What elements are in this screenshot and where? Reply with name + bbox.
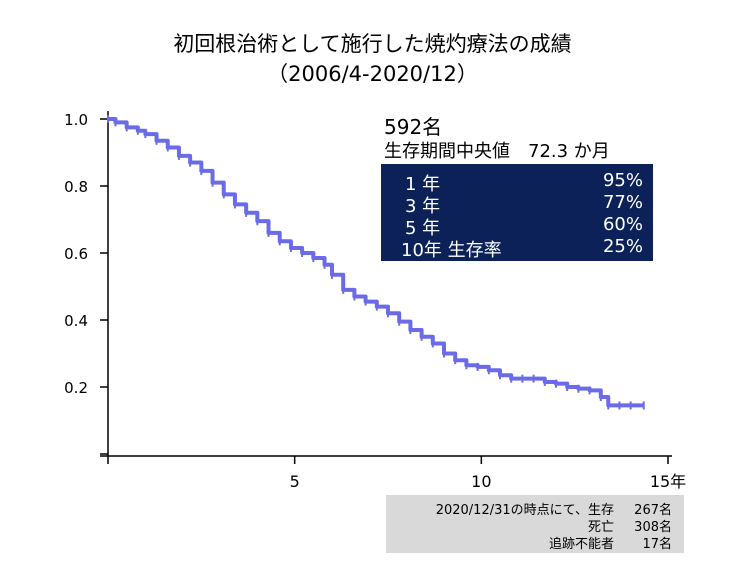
note-value: 267名 bbox=[634, 503, 672, 518]
rate-value: 60% bbox=[602, 214, 643, 235]
chart-title: 初回根治術として施行した焼灼療法の成績 bbox=[173, 32, 572, 56]
rate-row-3y: 3 年 77% bbox=[381, 192, 653, 217]
x-tick-label: 10 bbox=[471, 472, 491, 491]
survival-rate-box: 1 年 95% 3 年 77% 5 年 60% 10年 生存率 25% bbox=[381, 164, 653, 261]
y-tick-label: 0.6 bbox=[64, 245, 88, 263]
rate-row-1y: 1 年 95% bbox=[381, 170, 653, 195]
note-lost: 追跡不能者 17名 bbox=[549, 533, 672, 552]
patient-count: 592名 bbox=[384, 115, 443, 139]
note-label: 死亡 bbox=[587, 520, 614, 535]
follow-up-note: 2020/12/31の時点にて、生存 267名 死亡 308名 追跡不能者 17名 bbox=[386, 495, 684, 553]
rate-label: 10年 生存率 bbox=[401, 240, 502, 261]
x-tick-label: 15年 bbox=[650, 472, 686, 491]
note-dead: 死亡 308名 bbox=[588, 516, 672, 535]
y-tick-label: 1.0 bbox=[64, 111, 88, 129]
note-label: 追跡不能者 bbox=[548, 537, 614, 552]
x-tick-label: 5 bbox=[290, 472, 300, 491]
rate-label: 1 年 bbox=[405, 174, 441, 195]
median-survival: 生存期間中央値 72.3 か月 bbox=[384, 137, 610, 163]
note-alive: 2020/12/31の時点にて、生存 267名 bbox=[436, 499, 672, 518]
median-label: 生存期間中央値 bbox=[384, 141, 510, 162]
median-value: 72.3 か月 bbox=[528, 141, 610, 162]
y-tick-label: 0.8 bbox=[64, 178, 88, 196]
rate-value: 25% bbox=[602, 236, 643, 257]
rate-label: 3 年 bbox=[405, 196, 441, 217]
note-value: 17名 bbox=[642, 537, 672, 552]
note-value: 308名 bbox=[634, 520, 672, 535]
rate-label: 5 年 bbox=[405, 218, 441, 239]
rate-value: 95% bbox=[602, 170, 643, 191]
chart-subtitle: （2006/4-2020/12） bbox=[267, 62, 478, 86]
rate-row-5y: 5 年 60% bbox=[381, 214, 653, 239]
rate-row-10y: 10年 生存率 25% bbox=[381, 236, 653, 261]
rate-value: 77% bbox=[602, 192, 643, 213]
note-label: 2020/12/31の時点にて、生存 bbox=[435, 503, 614, 518]
y-tick-label: 0.2 bbox=[64, 379, 88, 397]
y-tick-label: 0.4 bbox=[64, 312, 88, 330]
